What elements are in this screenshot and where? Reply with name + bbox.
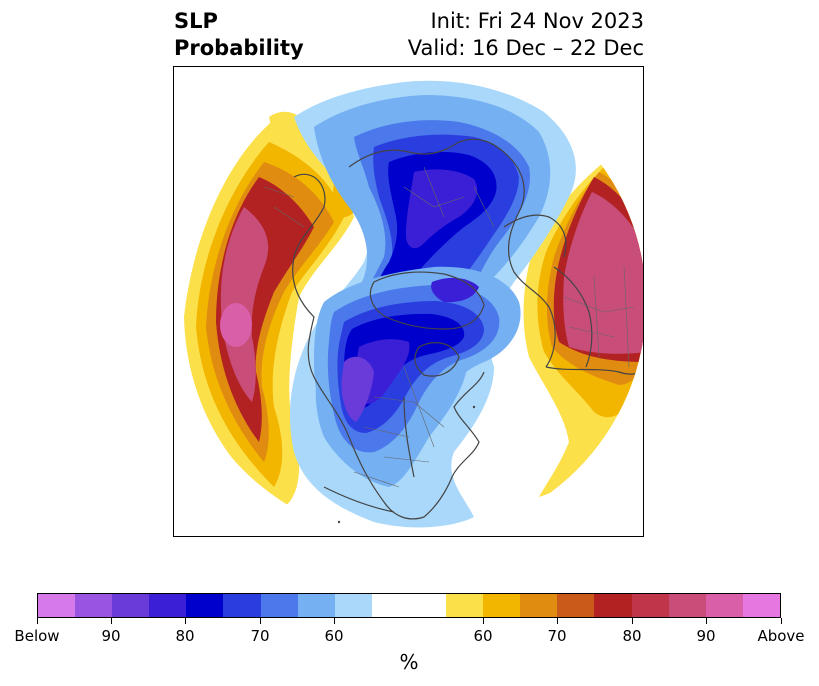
colorbar-tick-label: 80 xyxy=(175,627,195,645)
colorbar-swatch xyxy=(483,594,521,617)
colorbar-swatch xyxy=(260,594,298,617)
colorbar-swatch xyxy=(631,594,669,617)
colorbar-tick xyxy=(706,618,707,624)
probability-map xyxy=(174,67,643,536)
colorbar-swatch xyxy=(668,594,706,617)
colorbar-tick-label: 80 xyxy=(622,627,642,645)
colorbar-swatch xyxy=(446,594,484,617)
title-slp: SLP xyxy=(174,9,218,33)
colorbar-tick-label: 60 xyxy=(324,627,344,645)
colorbar-tick-label: 70 xyxy=(250,627,270,645)
colorbar-tick xyxy=(781,618,782,624)
colorbar-unit-label: % xyxy=(399,650,419,674)
valid-range: Valid: 16 Dec – 22 Dec xyxy=(407,36,644,60)
colorbar-swatch xyxy=(149,594,187,617)
above-normal-europe xyxy=(523,162,643,497)
colorbar-swatch xyxy=(742,594,780,617)
map-panel xyxy=(173,66,644,537)
colorbar-tick xyxy=(185,618,186,624)
below-normal-canada xyxy=(314,266,521,474)
colorbar-tick xyxy=(260,618,261,624)
colorbar-swatch xyxy=(557,594,595,617)
colorbar-swatch xyxy=(38,594,76,617)
colorbar xyxy=(37,593,781,618)
colorbar-tick xyxy=(111,618,112,624)
colorbar-swatch xyxy=(371,594,409,617)
colorbar-tick xyxy=(632,618,633,624)
colorbar-swatch xyxy=(705,594,743,617)
colorbar-tick-label: Above xyxy=(757,627,805,645)
borders xyxy=(263,166,635,488)
colorbar-tick xyxy=(557,618,558,624)
title-probability: Probability xyxy=(174,36,304,60)
colorbar-swatch xyxy=(520,594,558,617)
colorbar-tick-label: 70 xyxy=(547,627,567,645)
colorbar-swatch xyxy=(223,594,261,617)
init-date: Init: Fri 24 Nov 2023 xyxy=(430,9,644,33)
colorbar-swatch xyxy=(297,594,335,617)
colorbar-swatch xyxy=(594,594,632,617)
colorbar-tick xyxy=(37,618,38,624)
colorbar-swatch xyxy=(334,594,372,617)
colorbar-swatch xyxy=(112,594,150,617)
colorbar-tick xyxy=(483,618,484,624)
colorbar-swatch xyxy=(408,594,447,617)
colorbar-tick-label: Below xyxy=(14,627,60,645)
colorbar-swatch xyxy=(75,594,113,617)
colorbar-tick-label: 60 xyxy=(473,627,493,645)
above-normal-pacific xyxy=(184,112,354,507)
map-title: SLP Probability xyxy=(174,8,304,62)
map-dates: Init: Fri 24 Nov 2023 Valid: 16 Dec – 22… xyxy=(408,8,644,62)
colorbar-tick-label: 90 xyxy=(696,627,716,645)
colorbar-swatch xyxy=(186,594,224,617)
colorbar-tick-label: 90 xyxy=(101,627,121,645)
colorbar-tick xyxy=(334,618,335,624)
